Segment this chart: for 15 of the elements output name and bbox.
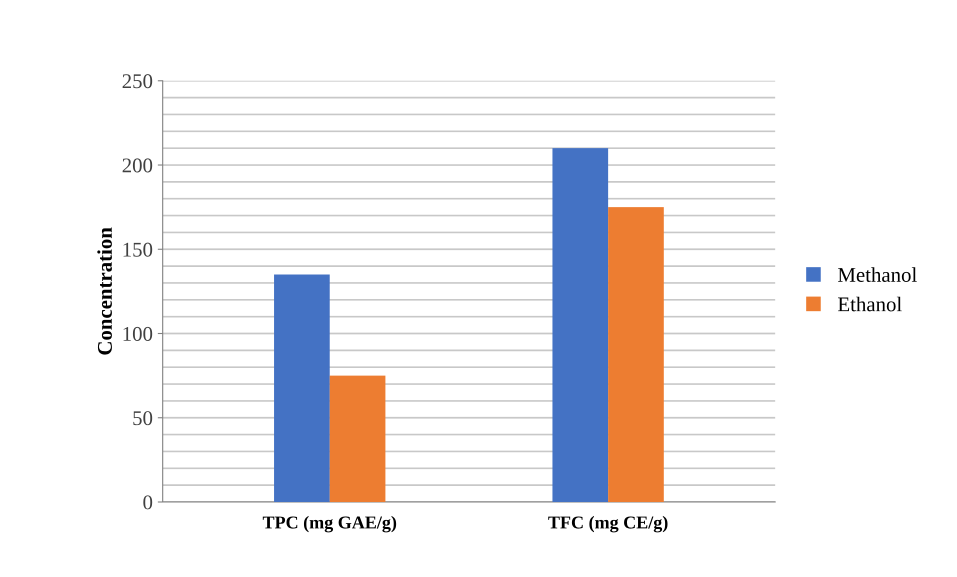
- y-tick-label: 100: [124, 326, 152, 341]
- x-tick-label: TPC (mg GAE/g): [262, 516, 396, 532]
- x-tick-label: TFC (mg CE/g): [548, 516, 668, 532]
- y-tick-label: 250: [122, 74, 152, 88]
- legend-label: Ethanol: [838, 296, 902, 312]
- bar: [608, 207, 664, 502]
- y-tick-label: 200: [122, 158, 152, 172]
- y-axis-title: Concentration: [97, 227, 112, 355]
- bar: [552, 148, 608, 502]
- y-tick-label: 0: [143, 495, 152, 510]
- bar: [274, 274, 330, 502]
- y-tick-label: 150: [124, 242, 152, 257]
- bar: [330, 376, 386, 502]
- y-tick-label: 50: [133, 411, 152, 426]
- legend-label: Methanol: [838, 267, 917, 282]
